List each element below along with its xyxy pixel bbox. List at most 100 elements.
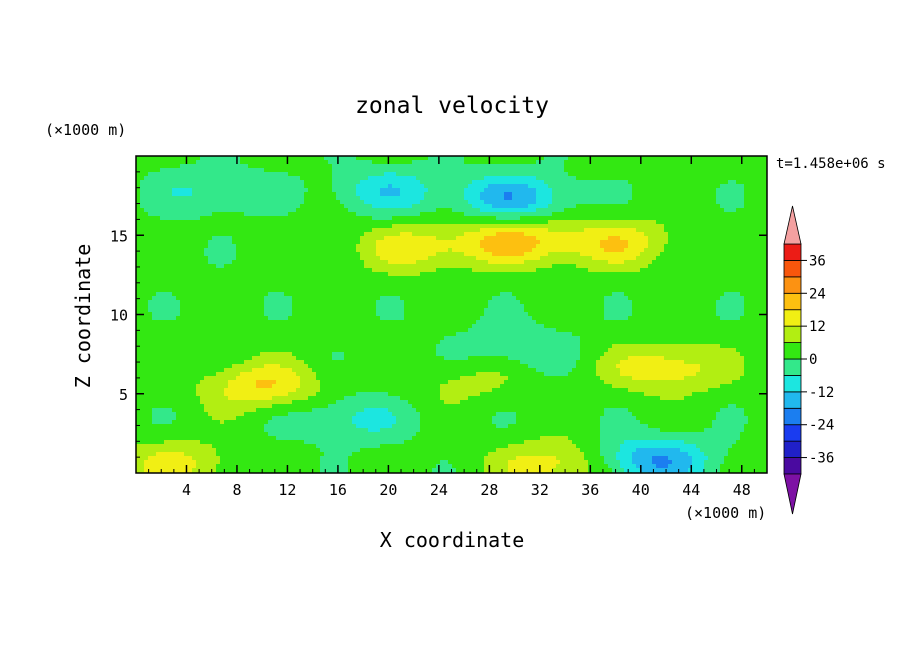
field-cell [360, 172, 365, 177]
field-cell [384, 204, 389, 209]
field-cell [276, 228, 281, 233]
field-cell [732, 176, 737, 181]
field-cell [648, 244, 653, 249]
field-cell [260, 184, 265, 189]
field-cell [176, 188, 181, 193]
field-cell [600, 172, 605, 177]
field-cell [524, 180, 529, 185]
field-cell [504, 180, 509, 185]
field-cell [364, 272, 369, 277]
field-cell [716, 192, 721, 197]
field-cell [556, 164, 561, 169]
field-cell [480, 280, 485, 285]
field-cell [288, 236, 293, 241]
field-cell [368, 268, 373, 273]
field-cell [192, 204, 197, 209]
field-cell [340, 220, 345, 225]
field-cell [440, 244, 445, 249]
field-cell [540, 204, 545, 209]
field-cell [504, 232, 509, 237]
field-cell [156, 240, 161, 245]
field-cell [524, 200, 529, 205]
field-cell [268, 172, 273, 177]
field-cell [476, 268, 481, 273]
field-cell [304, 200, 309, 205]
field-cell [172, 248, 177, 253]
field-cell [372, 248, 377, 253]
field-cell [228, 268, 233, 273]
field-cell [684, 252, 689, 257]
field-cell [292, 168, 297, 173]
field-cell [364, 212, 369, 217]
field-cell [324, 252, 329, 257]
field-cell [552, 276, 557, 281]
field-cell [284, 256, 289, 261]
field-cell [204, 256, 209, 261]
field-cell [164, 244, 169, 249]
field-cell [752, 220, 757, 225]
field-cell [688, 156, 693, 161]
field-cell [512, 212, 517, 217]
field-cell [364, 252, 369, 257]
field-cell [336, 272, 341, 277]
field-cell [556, 268, 561, 273]
field-cell [236, 264, 241, 269]
field-cell [688, 188, 693, 193]
field-cell [524, 260, 529, 265]
field-cell [152, 200, 157, 205]
field-cell [596, 160, 601, 165]
field-cell [624, 236, 629, 241]
field-cell [236, 220, 241, 225]
field-cell [524, 160, 529, 165]
field-cell [184, 204, 189, 209]
field-cell [632, 224, 637, 229]
field-cell [680, 168, 685, 173]
field-cell [476, 256, 481, 261]
field-cell [220, 224, 225, 229]
field-cell [608, 248, 613, 253]
field-cell [484, 180, 489, 185]
field-cell [320, 212, 325, 217]
field-cell [444, 224, 449, 229]
field-cell [252, 212, 257, 217]
field-cell [160, 208, 165, 213]
field-cell [584, 180, 589, 185]
field-cell [524, 240, 529, 245]
field-cell [540, 200, 545, 205]
field-cell [200, 220, 205, 225]
field-cell [764, 164, 767, 169]
field-cell [464, 268, 469, 273]
field-cell [272, 168, 277, 173]
field-cell [464, 160, 469, 165]
field-cell [532, 208, 537, 213]
field-cell [700, 228, 705, 233]
field-cell [484, 184, 489, 189]
field-cell [316, 268, 321, 273]
field-cell [688, 276, 693, 281]
field-cell [236, 224, 241, 229]
field-cell [628, 276, 633, 281]
field-cell [272, 192, 277, 197]
field-cell [716, 244, 721, 249]
field-cell [744, 220, 749, 225]
field-cell [332, 252, 337, 257]
field-cell [712, 156, 717, 161]
field-cell [524, 276, 529, 281]
field-cell [616, 208, 621, 213]
field-cell [520, 236, 525, 241]
field-cell [476, 212, 481, 217]
field-cell [400, 220, 405, 225]
field-cell [512, 216, 517, 221]
field-cell [688, 204, 693, 209]
field-cell [596, 204, 601, 209]
field-cell [584, 200, 589, 205]
field-cell [580, 252, 585, 257]
field-cell [356, 268, 361, 273]
field-cell [732, 232, 737, 237]
field-cell [228, 188, 233, 193]
field-cell [148, 252, 153, 257]
field-cell [196, 156, 201, 161]
field-cell [228, 216, 233, 221]
field-cell [504, 244, 509, 249]
field-cell [644, 232, 649, 237]
